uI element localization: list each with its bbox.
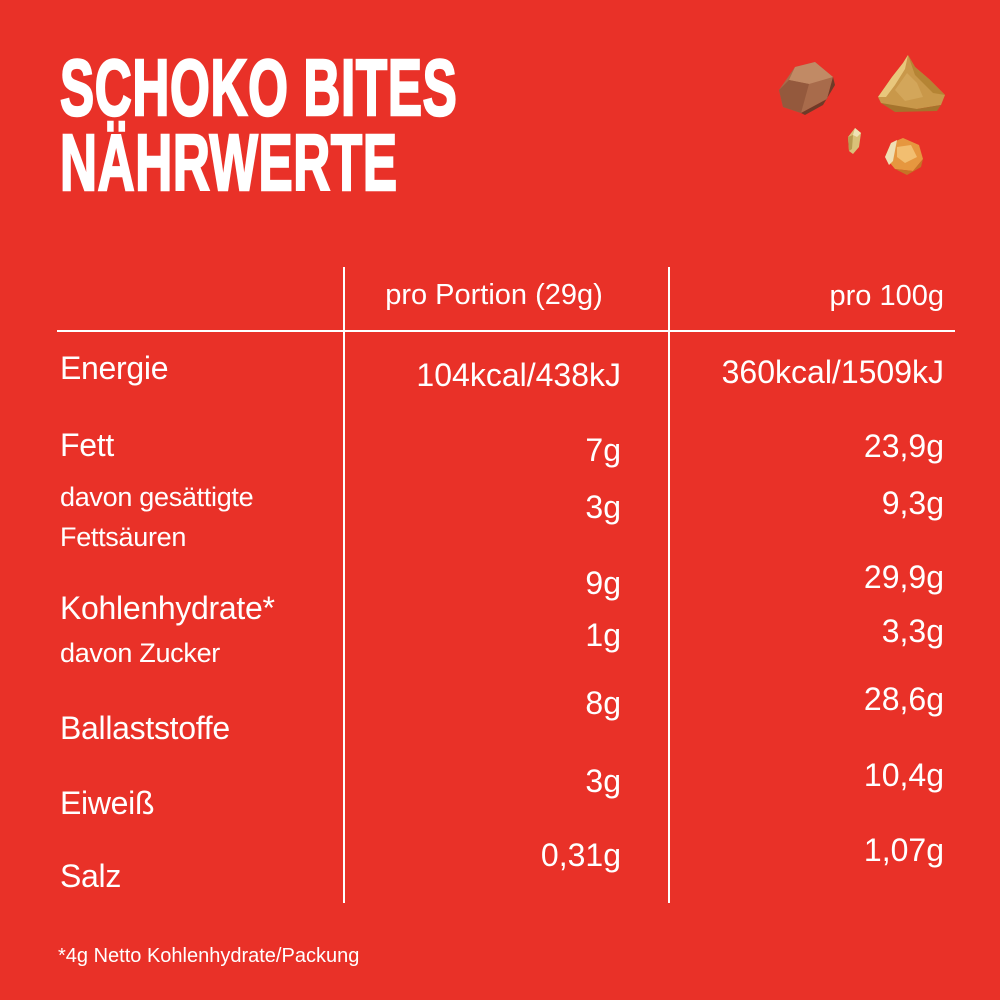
row-value-per-portion: 7g <box>585 432 621 468</box>
row-label-fett: Fett <box>60 427 114 463</box>
page-title-line2: NÄHRWERTE <box>59 118 398 207</box>
column-header-per-portion: pro Portion (29g) <box>385 279 603 311</box>
table-column-divider-2 <box>668 267 670 903</box>
column-header-per-100g: pro 100g <box>829 280 945 312</box>
row-value-per-100g: 29,9g <box>863 559 944 595</box>
chocolate-piece-icon <box>779 62 835 115</box>
row-label-kohlenhydrate: Kohlenhydrate* <box>60 590 275 626</box>
table-header-divider <box>57 330 955 332</box>
row-label-eiweiss: Eiweiß <box>60 785 155 821</box>
footnote: *4g Netto Kohlenhydrate/Packung <box>58 945 360 967</box>
row-value-per-100g: 10,4g <box>863 757 944 793</box>
row-label-ballaststoffe: Ballaststoffe <box>60 710 230 746</box>
row-value-per-portion: 3g <box>585 763 621 799</box>
row-value-per-100g: 23,9g <box>863 428 944 464</box>
row-value-per-100g: 3,3g <box>881 613 944 649</box>
row-label-gesaettigte-fettsaeuren: davon gesättigte Fettsäuren <box>60 482 254 552</box>
caramel-piece-small-icon <box>848 128 861 154</box>
table-column-divider-1 <box>343 267 345 903</box>
row-value-per-100g: 1,07g <box>863 832 944 868</box>
chocolate-crumbs-illustration <box>779 55 945 175</box>
row-value-per-portion: 104kcal/438kJ <box>416 357 621 393</box>
caramel-piece-orange-icon <box>885 138 923 175</box>
row-value-per-portion: 0,31g <box>540 837 621 873</box>
row-value-per-portion: 9g <box>585 565 621 601</box>
row-value-per-portion: 3g <box>585 489 621 525</box>
row-label-davon-zucker: davon Zucker <box>60 638 220 668</box>
row-value-per-100g: 9,3g <box>881 485 944 521</box>
caramel-piece-large-icon <box>878 55 945 112</box>
row-value-per-portion: 8g <box>585 685 621 721</box>
row-label-salz: Salz <box>60 858 122 894</box>
row-value-per-100g: 360kcal/1509kJ <box>721 354 944 390</box>
row-label-energie: Energie <box>60 350 169 386</box>
page-title-line1: SCHOKO BITES <box>59 43 458 132</box>
page-title: SCHOKO BITES NÄHRWERTE <box>59 46 457 204</box>
row-value-per-100g: 28,6g <box>863 681 944 717</box>
row-value-per-portion: 1g <box>585 617 621 653</box>
